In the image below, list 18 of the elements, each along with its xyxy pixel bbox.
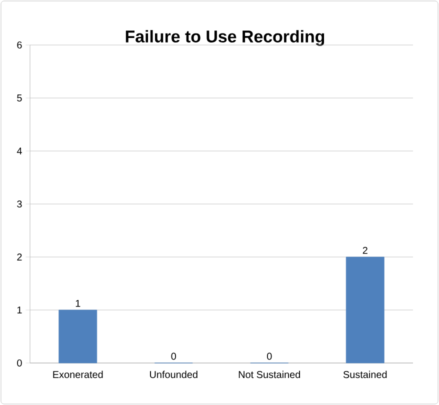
bar [346, 256, 384, 364]
y-tick-label: 6 [17, 41, 22, 49]
bar [58, 310, 98, 364]
data-label: 2 [362, 246, 368, 254]
y-tick-label: 5 [17, 94, 22, 102]
data-label: 0 [267, 352, 272, 360]
x-tick-label: Sustained [343, 370, 387, 378]
y-tick-label: 1 [17, 306, 22, 314]
data-label: 0 [171, 352, 176, 360]
x-tick-label: Exonerated [53, 370, 103, 378]
y-tick-label: 3 [17, 200, 22, 208]
data-label: 1 [76, 300, 80, 307]
x-tick-label: Not Sustained [238, 370, 300, 378]
x-tick-label: Unfounded [150, 370, 198, 378]
y-tick-label: 4 [16, 148, 22, 154]
y-tick-label: 2 [17, 254, 22, 260]
y-tick-label: 0 [17, 359, 22, 367]
chart-title: Failure to Use Recording [126, 30, 324, 46]
